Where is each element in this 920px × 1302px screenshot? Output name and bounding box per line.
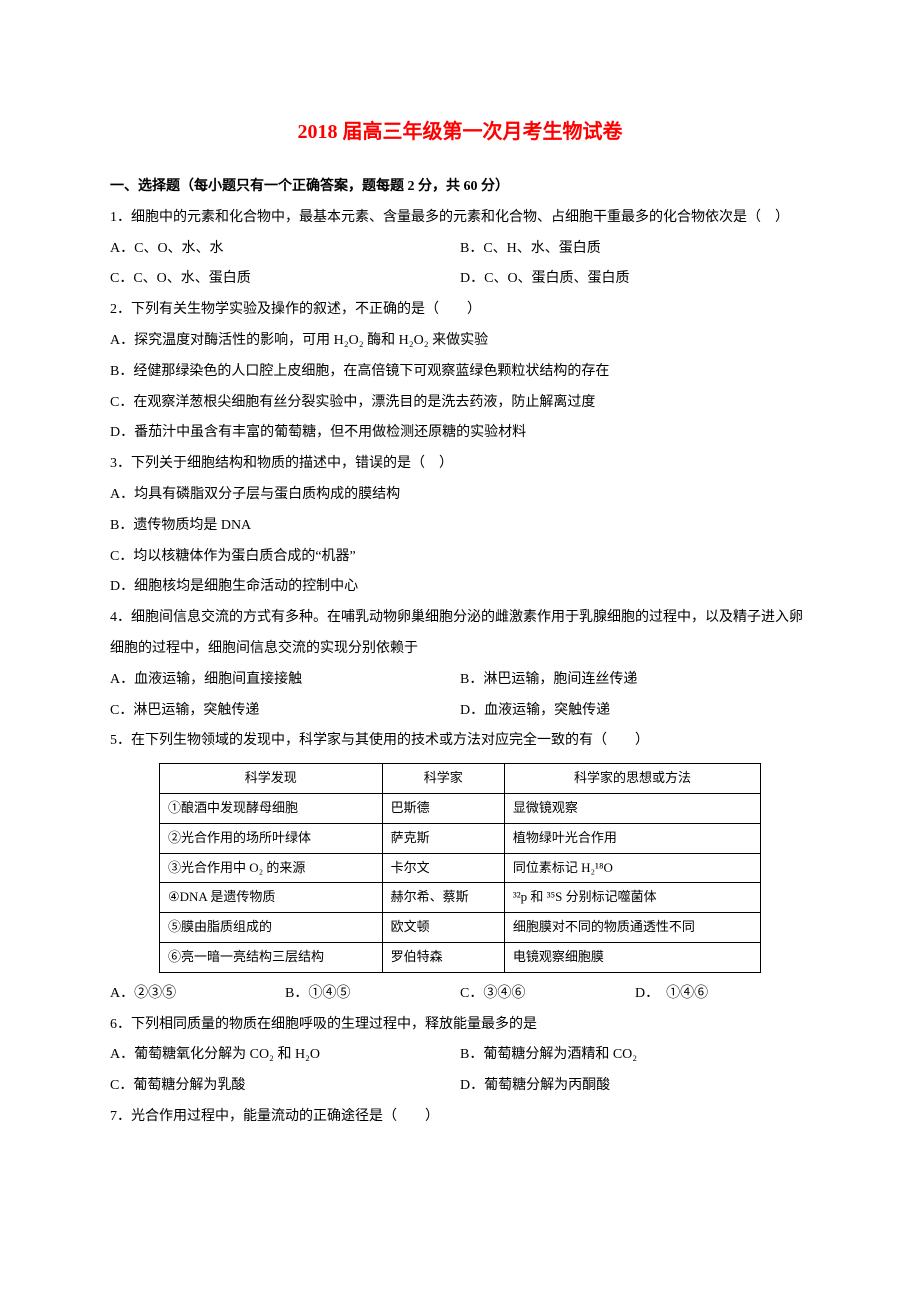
q3-option-a: A．均具有磷脂双分子层与蛋白质构成的膜结构	[110, 480, 810, 511]
q4-option-b: B．淋巴运输，胞间连丝传递	[460, 665, 810, 696]
q2-option-c: C．在观察洋葱根尖细胞有丝分裂实验中，漂洗目的是洗去药液，防止解离过度	[110, 388, 810, 419]
table-row: ⑤膜由脂质组成的 欧文顿 细胞膜对不同的物质通透性不同	[160, 913, 761, 943]
q6-option-a: A．葡萄糖氧化分解为 CO₂ 和 H₂O	[110, 1040, 460, 1071]
q1-option-d: D．C、O、蛋白质、蛋白质	[460, 264, 810, 295]
question-5: 5．在下列生物领域的发现中，科学家与其使用的技术或方法对应完全一致的有（ ） 科…	[110, 726, 810, 1009]
q6-option-b: B．葡萄糖分解为酒精和 CO₂	[460, 1040, 810, 1071]
question-2: 2．下列有关生物学实验及操作的叙述，不正确的是（ ） A．探究温度对酶活性的影响…	[110, 295, 810, 449]
table-cell: ⑤膜由脂质组成的	[160, 913, 383, 943]
q3-stem: 3．下列关于细胞结构和物质的描述中，错误的是（ ）	[110, 449, 810, 480]
question-1: 1．细胞中的元素和化合物中，最基本元素、含量最多的元素和化合物、占细胞干重最多的…	[110, 203, 810, 295]
q2-option-d: D．番茄汁中虽含有丰富的葡萄糖，但不用做检测还原糖的实验材料	[110, 418, 810, 449]
q6-stem: 6．下列相同质量的物质在细胞呼吸的生理过程中，释放能量最多的是	[110, 1010, 810, 1041]
table-cell: 细胞膜对不同的物质通透性不同	[504, 913, 760, 943]
table-cell: 巴斯德	[382, 793, 504, 823]
q6-option-d: D．葡萄糖分解为丙酮酸	[460, 1071, 810, 1102]
table-cell: 植物绿叶光合作用	[504, 823, 760, 853]
q4-stem: 4．细胞间信息交流的方式有多种。在哺乳动物卵巢细胞分泌的雌激素作用于乳腺细胞的过…	[110, 603, 810, 665]
table-cell: ⑥亮一暗一亮结构三层结构	[160, 942, 383, 972]
q1-option-b: B．C、H、水、蛋白质	[460, 234, 810, 265]
q5-stem: 5．在下列生物领域的发现中，科学家与其使用的技术或方法对应完全一致的有（ ）	[110, 726, 810, 757]
q2-option-a: A．探究温度对酶活性的影响，可用 H₂O₂ 酶和 H₂O₂ 来做实验	[110, 326, 810, 357]
q5-table: 科学发现 科学家 科学家的思想或方法 ①酿酒中发现酵母细胞 巴斯德 显微镜观察 …	[159, 763, 761, 973]
table-cell: 萨克斯	[382, 823, 504, 853]
section-heading: 一、选择题（每小题只有一个正确答案，题每题 2 分，共 60 分）	[110, 172, 810, 203]
question-4: 4．细胞间信息交流的方式有多种。在哺乳动物卵巢细胞分泌的雌激素作用于乳腺细胞的过…	[110, 603, 810, 726]
q5-option-d: D． ①④⑥	[635, 979, 810, 1010]
table-cell: 卡尔文	[382, 853, 504, 883]
table-cell: ³²p 和 ³⁵S 分别标记噬菌体	[504, 883, 760, 913]
table-header-cell: 科学发现	[160, 764, 383, 794]
table-cell: ①酿酒中发现酵母细胞	[160, 793, 383, 823]
q2-stem: 2．下列有关生物学实验及操作的叙述，不正确的是（ ）	[110, 295, 810, 326]
q3-option-d: D．细胞核均是细胞生命活动的控制中心	[110, 572, 810, 603]
table-cell: ②光合作用的场所叶绿体	[160, 823, 383, 853]
q4-option-a: A．血液运输，细胞间直接接触	[110, 665, 460, 696]
table-header-row: 科学发现 科学家 科学家的思想或方法	[160, 764, 761, 794]
q5-option-a: A．②③⑤	[110, 979, 285, 1010]
q3-option-b: B．遗传物质均是 DNA	[110, 511, 810, 542]
table-cell: 欧文顿	[382, 913, 504, 943]
q1-option-a: A．C、O、水、水	[110, 234, 460, 265]
table-cell: 罗伯特森	[382, 942, 504, 972]
q1-option-c: C．C、O、水、蛋白质	[110, 264, 460, 295]
q5-option-b: B．①④⑤	[285, 979, 460, 1010]
q7-stem: 7．光合作用过程中，能量流动的正确途径是（ ）	[110, 1102, 810, 1133]
table-row: ①酿酒中发现酵母细胞 巴斯德 显微镜观察	[160, 793, 761, 823]
question-7: 7．光合作用过程中，能量流动的正确途径是（ ）	[110, 1102, 810, 1133]
table-cell: 同位素标记 H₂¹⁸O	[504, 853, 760, 883]
table-cell: ③光合作用中 O₂ 的来源	[160, 853, 383, 883]
page-title: 2018 届高三年级第一次月考生物试卷	[110, 110, 810, 154]
table-row: ②光合作用的场所叶绿体 萨克斯 植物绿叶光合作用	[160, 823, 761, 853]
table-row: ⑥亮一暗一亮结构三层结构 罗伯特森 电镜观察细胞膜	[160, 942, 761, 972]
table-cell: 赫尔希、蔡斯	[382, 883, 504, 913]
table-header-cell: 科学家的思想或方法	[504, 764, 760, 794]
table-row: ③光合作用中 O₂ 的来源 卡尔文 同位素标记 H₂¹⁸O	[160, 853, 761, 883]
q5-option-c: C．③④⑥	[460, 979, 635, 1010]
question-6: 6．下列相同质量的物质在细胞呼吸的生理过程中，释放能量最多的是 A．葡萄糖氧化分…	[110, 1010, 810, 1102]
table-cell: 显微镜观察	[504, 793, 760, 823]
table-cell: ④DNA 是遗传物质	[160, 883, 383, 913]
q2-option-b: B．经健那绿染色的人口腔上皮细胞，在高倍镜下可观察蓝绿色颗粒状结构的存在	[110, 357, 810, 388]
table-header-cell: 科学家	[382, 764, 504, 794]
q4-option-c: C．淋巴运输，突触传递	[110, 696, 460, 727]
q4-option-d: D．血液运输，突触传递	[460, 696, 810, 727]
q6-option-c: C．葡萄糖分解为乳酸	[110, 1071, 460, 1102]
table-row: ④DNA 是遗传物质 赫尔希、蔡斯 ³²p 和 ³⁵S 分别标记噬菌体	[160, 883, 761, 913]
q1-stem: 1．细胞中的元素和化合物中，最基本元素、含量最多的元素和化合物、占细胞干重最多的…	[110, 203, 810, 234]
table-cell: 电镜观察细胞膜	[504, 942, 760, 972]
question-3: 3．下列关于细胞结构和物质的描述中，错误的是（ ） A．均具有磷脂双分子层与蛋白…	[110, 449, 810, 603]
q3-option-c: C．均以核糖体作为蛋白质合成的“机器”	[110, 542, 810, 573]
q5-options-row: A．②③⑤ B．①④⑤ C．③④⑥ D． ①④⑥	[110, 979, 810, 1010]
